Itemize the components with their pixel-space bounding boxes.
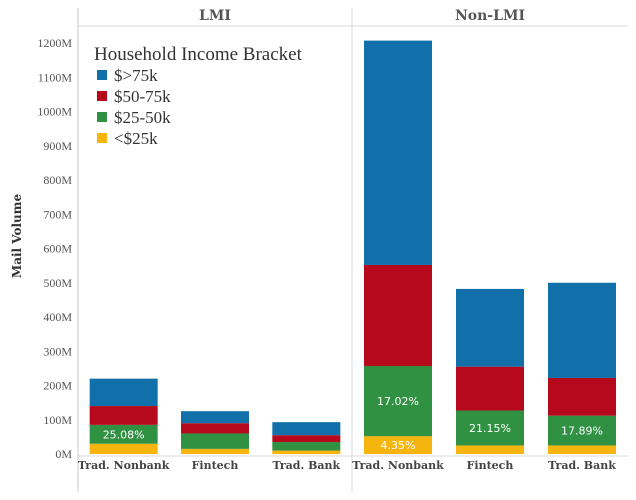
legend-item-label: <$25k xyxy=(114,129,158,148)
legend-swatch xyxy=(97,133,107,143)
bar-segment[interactable] xyxy=(181,433,249,449)
data-label: 17.02% xyxy=(377,395,419,408)
category-label: Trad. Nonbank xyxy=(352,459,444,472)
category-label: Trad. Nonbank xyxy=(78,459,170,472)
bar-segment[interactable] xyxy=(89,378,158,407)
y-tick-label: 900M xyxy=(43,139,72,153)
category-label: Trad. Bank xyxy=(548,459,616,472)
bar-segment[interactable] xyxy=(548,282,616,378)
bar-segment[interactable] xyxy=(89,424,158,444)
bar-segment[interactable] xyxy=(548,445,616,454)
bar-segment[interactable] xyxy=(272,442,341,451)
bar-segment[interactable] xyxy=(548,377,616,416)
bar-segment[interactable] xyxy=(181,423,249,434)
y-tick-label: 600M xyxy=(43,242,72,256)
bar-segment[interactable] xyxy=(89,406,158,425)
category-label: Trad. Bank xyxy=(272,459,340,472)
y-tick-label: 1100M xyxy=(38,70,73,84)
bar-segment[interactable] xyxy=(89,443,158,454)
y-tick-label: 100M xyxy=(43,413,72,427)
data-label: 17.89% xyxy=(561,425,603,438)
bar-segment[interactable] xyxy=(364,264,432,366)
bar-segment[interactable] xyxy=(364,365,432,437)
category-label: Fintech xyxy=(467,459,514,472)
y-tick-label: 400M xyxy=(43,310,72,324)
y-tick-label: 0M xyxy=(55,447,72,461)
y-tick-label: 200M xyxy=(43,379,72,393)
bar-segment[interactable] xyxy=(456,445,524,454)
panel-title: Non-LMI xyxy=(455,8,525,24)
bar-segment[interactable] xyxy=(456,288,524,367)
y-tick-label: 300M xyxy=(43,344,72,358)
bar-segment[interactable] xyxy=(181,411,249,424)
legend-swatch xyxy=(97,112,107,122)
bar-segment[interactable] xyxy=(272,422,341,436)
bar-segment[interactable] xyxy=(272,435,341,443)
legend-item-label: $50-75k xyxy=(114,87,171,106)
data-label: 21.15% xyxy=(469,422,511,435)
bar-segment[interactable] xyxy=(456,366,524,411)
y-tick-label: 800M xyxy=(43,173,72,187)
panel-title: LMI xyxy=(199,8,231,24)
y-tick-label: 700M xyxy=(43,207,72,221)
data-label: 25.08% xyxy=(103,428,145,441)
bar-segment[interactable] xyxy=(181,448,249,454)
data-label: 4.35% xyxy=(381,439,416,452)
legend-swatch xyxy=(97,91,107,101)
bar-segment[interactable] xyxy=(364,436,432,454)
bar-segment[interactable] xyxy=(272,450,341,454)
legend-item-label: $>75k xyxy=(114,66,158,85)
y-axis-label: Mail Volume xyxy=(10,194,24,279)
legend-swatch xyxy=(97,70,107,80)
y-tick-label: 500M xyxy=(43,276,72,290)
category-label: Fintech xyxy=(192,459,239,472)
y-tick-label: 1200M xyxy=(37,36,72,50)
bar-segment[interactable] xyxy=(548,415,616,446)
bar-segment[interactable] xyxy=(364,40,432,265)
bar-segment[interactable] xyxy=(456,410,524,446)
y-tick-label: 1000M xyxy=(37,105,72,119)
legend-item-label: $25-50k xyxy=(114,108,171,127)
legend-title: Household Income Bracket xyxy=(94,44,303,65)
